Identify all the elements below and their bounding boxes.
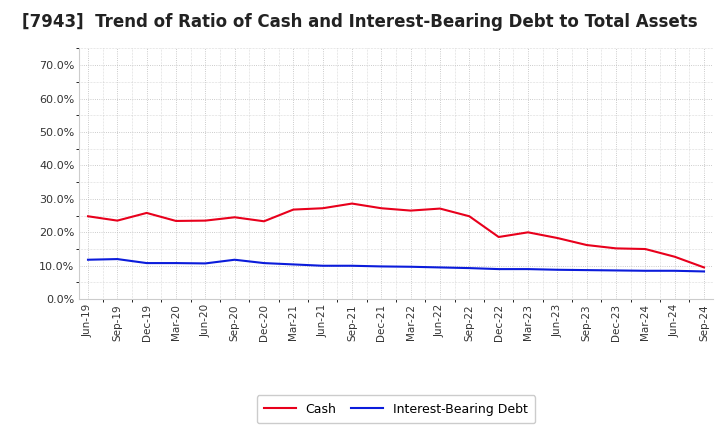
Line: Cash: Cash bbox=[88, 204, 704, 268]
Cash bbox=[171, 218, 180, 224]
Cash bbox=[670, 254, 679, 259]
Cash bbox=[260, 219, 269, 224]
Interest-Bearing Debt bbox=[201, 261, 210, 266]
Legend: Cash, Interest-Bearing Debt: Cash, Interest-Bearing Debt bbox=[257, 396, 535, 423]
Cash bbox=[201, 218, 210, 223]
Cash bbox=[230, 215, 239, 220]
Interest-Bearing Debt bbox=[523, 267, 532, 272]
Line: Interest-Bearing Debt: Interest-Bearing Debt bbox=[88, 259, 704, 271]
Interest-Bearing Debt bbox=[171, 260, 180, 266]
Interest-Bearing Debt bbox=[230, 257, 239, 262]
Interest-Bearing Debt bbox=[700, 269, 708, 274]
Cash bbox=[377, 205, 386, 211]
Cash bbox=[84, 214, 92, 219]
Cash bbox=[553, 235, 562, 241]
Interest-Bearing Debt bbox=[348, 263, 356, 268]
Cash bbox=[143, 210, 151, 216]
Interest-Bearing Debt bbox=[553, 267, 562, 272]
Cash bbox=[289, 207, 297, 212]
Cash bbox=[113, 218, 122, 223]
Cash bbox=[582, 242, 591, 248]
Text: [7943]  Trend of Ratio of Cash and Interest-Bearing Debt to Total Assets: [7943] Trend of Ratio of Cash and Intere… bbox=[22, 13, 698, 31]
Interest-Bearing Debt bbox=[465, 265, 474, 271]
Cash bbox=[495, 235, 503, 240]
Interest-Bearing Debt bbox=[582, 268, 591, 273]
Interest-Bearing Debt bbox=[289, 262, 297, 267]
Cash bbox=[612, 246, 621, 251]
Cash bbox=[465, 214, 474, 219]
Interest-Bearing Debt bbox=[641, 268, 649, 273]
Interest-Bearing Debt bbox=[406, 264, 415, 269]
Interest-Bearing Debt bbox=[260, 260, 269, 266]
Interest-Bearing Debt bbox=[670, 268, 679, 273]
Interest-Bearing Debt bbox=[113, 257, 122, 262]
Cash bbox=[406, 208, 415, 213]
Cash bbox=[436, 206, 444, 211]
Interest-Bearing Debt bbox=[612, 268, 621, 273]
Cash bbox=[318, 205, 327, 211]
Interest-Bearing Debt bbox=[377, 264, 386, 269]
Interest-Bearing Debt bbox=[143, 260, 151, 266]
Cash bbox=[523, 230, 532, 235]
Interest-Bearing Debt bbox=[318, 263, 327, 268]
Cash bbox=[641, 246, 649, 252]
Interest-Bearing Debt bbox=[84, 257, 92, 262]
Cash bbox=[700, 265, 708, 270]
Interest-Bearing Debt bbox=[436, 265, 444, 270]
Interest-Bearing Debt bbox=[495, 267, 503, 272]
Cash bbox=[348, 201, 356, 206]
